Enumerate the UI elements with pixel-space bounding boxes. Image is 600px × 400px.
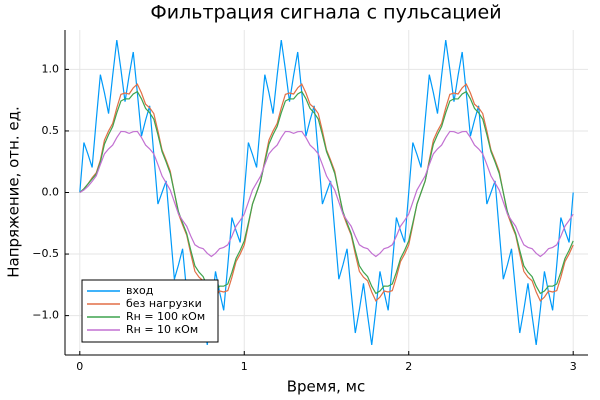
y-axis-label: Напряжение, отн. ед. (5, 106, 23, 278)
x-tick-label: 3 (570, 360, 577, 373)
y-tick-label: 0.5 (42, 124, 60, 137)
y-tick-label: 1.0 (42, 62, 60, 75)
x-axis-label: Время, мс (287, 378, 365, 396)
series-line (79, 40, 574, 345)
legend-label: без нагрузки (126, 297, 202, 310)
legend-label: Rн = 100 кОм (126, 310, 205, 323)
y-tick-label: 0.0 (42, 186, 60, 199)
series-line (79, 130, 574, 258)
legend-label: Rн = 10 кОм (126, 323, 198, 336)
x-tick-label: 1 (241, 360, 248, 373)
y-tick-label: −0.5 (32, 247, 59, 260)
x-tick-label: 0 (76, 360, 83, 373)
legend-label: вход (126, 284, 154, 297)
series-line (79, 90, 574, 295)
x-tick-label: 2 (405, 360, 412, 373)
y-tick-label: −1.0 (32, 309, 59, 322)
chart-title: Фильтрация сигнала с пульсацией (150, 2, 501, 24)
